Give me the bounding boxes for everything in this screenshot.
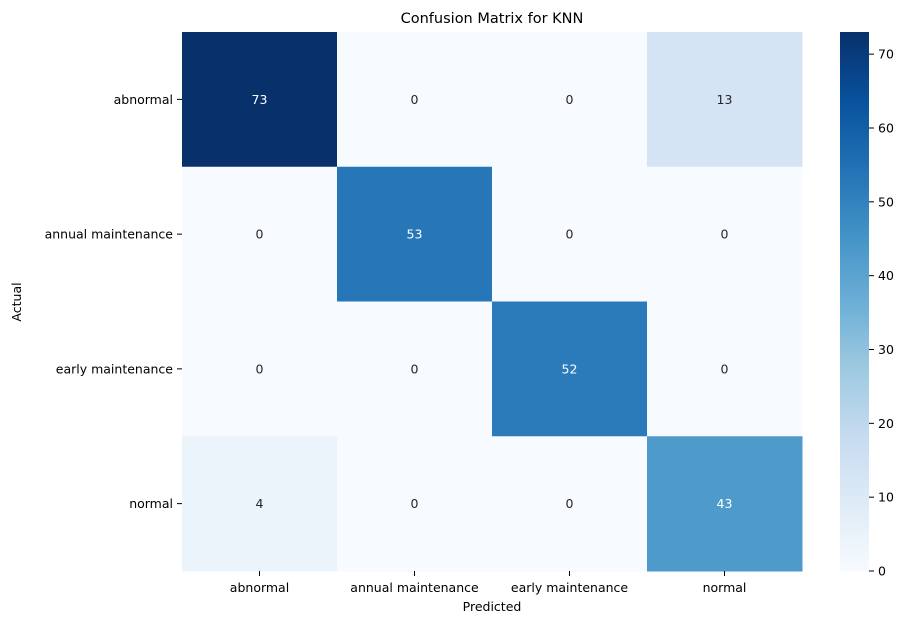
cell-value-label: 4 <box>256 496 264 511</box>
cell-value-label: 52 <box>562 361 578 376</box>
cell-value-label: 0 <box>566 227 574 242</box>
heatmap-annotations: 73 0 0 13 0 53 0 0 0 0 52 0 4 0 0 43 <box>252 92 733 511</box>
cell-value-label: 0 <box>256 227 264 242</box>
heatmap-cell <box>647 166 803 302</box>
colorbar-tick-label: 20 <box>878 416 894 431</box>
heatmap-cell <box>337 301 493 437</box>
colorbar-tick-label: 30 <box>878 342 894 357</box>
x-tick-label: annual maintenance <box>350 580 479 595</box>
cell-value-label: 0 <box>411 496 419 511</box>
y-tick-label: annual maintenance <box>45 227 174 242</box>
cell-value-label: 13 <box>717 92 733 107</box>
chart-title: Confusion Matrix for KNN <box>401 11 584 27</box>
colorbar-tick-label: 60 <box>878 120 894 135</box>
x-axis-label: Predicted <box>463 599 522 614</box>
cell-value-label: 53 <box>407 227 423 242</box>
x-tick-label: abnormal <box>230 580 289 595</box>
cell-value-label: 0 <box>566 496 574 511</box>
heatmap-cell <box>492 436 648 572</box>
colorbar-tick-label: 40 <box>878 268 894 283</box>
heatmap-cell <box>647 436 803 572</box>
colorbar-ticks: 0 10 20 30 40 50 60 70 <box>869 47 894 579</box>
heatmap-cells <box>182 32 803 572</box>
heatmap-cell <box>182 301 338 437</box>
cell-value-label: 43 <box>717 496 733 511</box>
x-tick-label: normal <box>703 580 747 595</box>
colorbar-tick-label: 10 <box>878 490 894 505</box>
heatmap-cell <box>182 32 338 168</box>
heatmap-cell <box>647 32 803 168</box>
y-axis-ticks: abnormal annual maintenance early maintena… <box>45 92 182 511</box>
heatmap-cell <box>492 166 648 302</box>
x-axis-ticks: abnormal annual maintenance early maintena… <box>230 571 747 595</box>
colorbar <box>840 32 869 571</box>
y-tick-label: abnormal <box>114 92 173 107</box>
x-tick-label: early maintenance <box>511 580 629 595</box>
heatmap-cell <box>337 166 493 302</box>
cell-value-label: 0 <box>566 92 574 107</box>
y-axis-label: Actual <box>9 282 24 321</box>
cell-value-label: 0 <box>721 361 729 376</box>
heatmap-cell <box>182 436 338 572</box>
cell-value-label: 0 <box>411 92 419 107</box>
cell-value-label: 0 <box>411 361 419 376</box>
heatmap-cell <box>182 166 338 302</box>
heatmap-cell <box>337 436 493 572</box>
heatmap-cell <box>492 301 648 437</box>
colorbar-tick-label: 70 <box>878 47 894 62</box>
y-tick-label: early maintenance <box>56 361 174 376</box>
cell-value-label: 73 <box>252 92 268 107</box>
heatmap-cell <box>492 32 648 168</box>
heatmap-cell <box>337 32 493 168</box>
heatmap-cell <box>647 301 803 437</box>
cell-value-label: 0 <box>256 361 264 376</box>
y-tick-label: normal <box>129 496 173 511</box>
cell-value-label: 0 <box>721 227 729 242</box>
colorbar-tick-label: 0 <box>878 564 886 579</box>
colorbar-tick-label: 50 <box>878 194 894 209</box>
